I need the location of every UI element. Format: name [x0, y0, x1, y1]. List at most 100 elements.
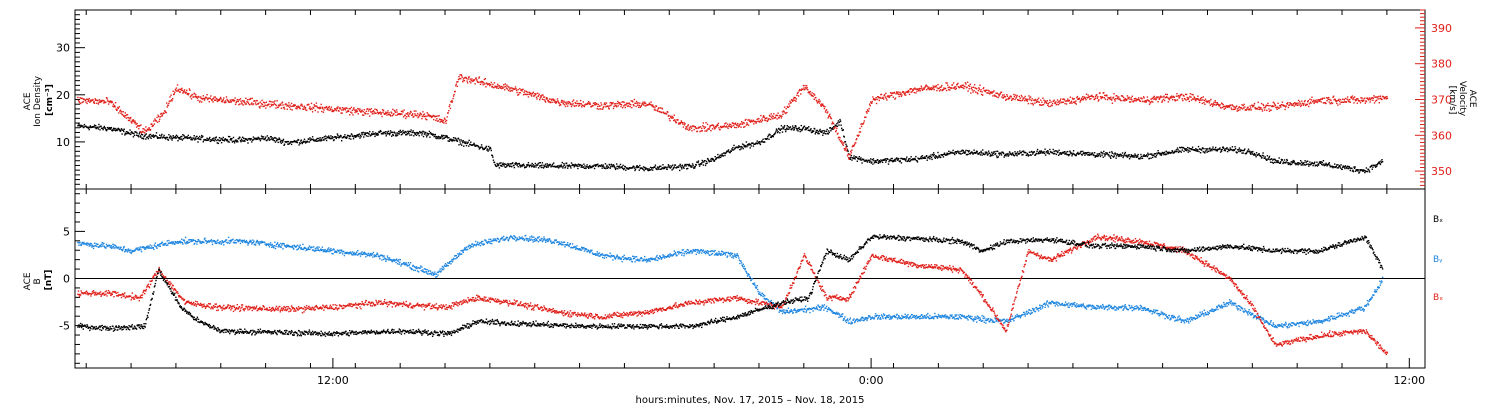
velocity-point: [780, 117, 783, 119]
velocity-point: [774, 116, 777, 118]
velocity-point: [659, 107, 661, 109]
velocity-point: [1063, 99, 1066, 101]
velocity-point: [835, 129, 837, 132]
velocity-point: [389, 114, 391, 116]
velocity-point: [739, 123, 742, 125]
density-point: [489, 146, 491, 149]
density-point: [152, 135, 154, 138]
density-point: [961, 149, 963, 151]
velocity-point: [896, 92, 898, 94]
velocity-point: [862, 123, 864, 125]
density-point: [1225, 148, 1228, 150]
density-point: [387, 132, 389, 135]
velocity-point: [280, 104, 282, 106]
velocity-point: [781, 115, 783, 117]
velocity-point: [804, 87, 807, 89]
density-point: [972, 152, 975, 154]
density-point: [1258, 153, 1260, 155]
density-point: [533, 166, 535, 168]
density-point: [702, 164, 704, 166]
density-point: [1055, 150, 1057, 152]
velocity-point: [1133, 100, 1135, 102]
velocity-point: [644, 101, 646, 103]
density-point: [505, 163, 507, 165]
density-point: [952, 149, 954, 152]
velocity-point: [859, 131, 862, 133]
velocity-point: [1117, 96, 1119, 98]
velocity-point: [1149, 101, 1151, 103]
density-point: [159, 134, 161, 136]
density-point: [531, 165, 533, 168]
density-point: [280, 142, 283, 144]
velocity-point: [408, 115, 410, 118]
density-point: [792, 125, 794, 127]
density-point: [1153, 154, 1155, 157]
velocity-point: [1331, 102, 1334, 104]
velocity-point: [1233, 106, 1235, 108]
velocity-point: [1182, 94, 1185, 97]
velocity-point: [252, 103, 254, 106]
density-point: [936, 156, 938, 158]
velocity-point: [662, 111, 665, 113]
density-point: [242, 140, 244, 142]
density-point: [1307, 160, 1309, 162]
velocity-point: [874, 99, 876, 101]
velocity-point: [1106, 99, 1109, 101]
density-point: [1311, 162, 1314, 164]
velocity-point: [1171, 96, 1173, 99]
velocity-point: [1046, 102, 1048, 104]
density-point: [95, 125, 97, 127]
density-point: [966, 150, 969, 152]
density-point: [779, 129, 781, 131]
velocity-point: [612, 107, 615, 110]
velocity-point: [304, 107, 307, 109]
density-point: [316, 137, 319, 140]
velocity-point: [172, 90, 174, 92]
density-point: [905, 160, 907, 162]
velocity-point: [771, 115, 773, 117]
density-point: [1251, 153, 1253, 155]
velocity-point: [1069, 96, 1072, 98]
velocity-point: [347, 109, 349, 112]
velocity-point: [978, 88, 981, 90]
velocity-point: [1077, 98, 1079, 101]
density-point: [439, 136, 441, 138]
velocity-point: [240, 102, 243, 104]
density-point: [197, 141, 199, 143]
density-point: [794, 126, 796, 129]
velocity-point: [1175, 99, 1177, 102]
density-point: [716, 156, 718, 159]
density-point: [1289, 163, 1291, 165]
density-point: [103, 127, 105, 129]
density-point: [175, 134, 178, 136]
density-axis-label-line-1: ACE: [23, 92, 33, 110]
density-point: [572, 164, 575, 166]
velocity-point: [1167, 101, 1169, 103]
velocity-point: [711, 128, 714, 130]
density-point: [398, 133, 400, 135]
velocity-point: [1154, 97, 1156, 99]
velocity-point: [1295, 104, 1297, 106]
velocity-point: [124, 116, 126, 118]
velocity-point: [583, 105, 585, 107]
velocity-point: [603, 103, 605, 105]
velocity-point: [1056, 99, 1059, 101]
density-point: [1354, 166, 1356, 168]
density-point: [437, 137, 439, 139]
velocity-point: [105, 101, 107, 103]
density-point: [1183, 147, 1186, 150]
density-point: [740, 148, 742, 150]
velocity-point: [431, 115, 434, 118]
density-point: [1181, 146, 1183, 148]
velocity-point: [997, 96, 999, 99]
velocity-point: [627, 102, 629, 105]
velocity-point: [322, 107, 324, 110]
density-point: [239, 139, 242, 142]
density-point: [408, 130, 411, 133]
density-point: [656, 166, 659, 168]
density-point: [668, 165, 670, 167]
density-point: [328, 136, 330, 139]
density-point: [1325, 162, 1327, 165]
density-point: [1241, 149, 1244, 152]
velocity-point: [158, 115, 160, 118]
